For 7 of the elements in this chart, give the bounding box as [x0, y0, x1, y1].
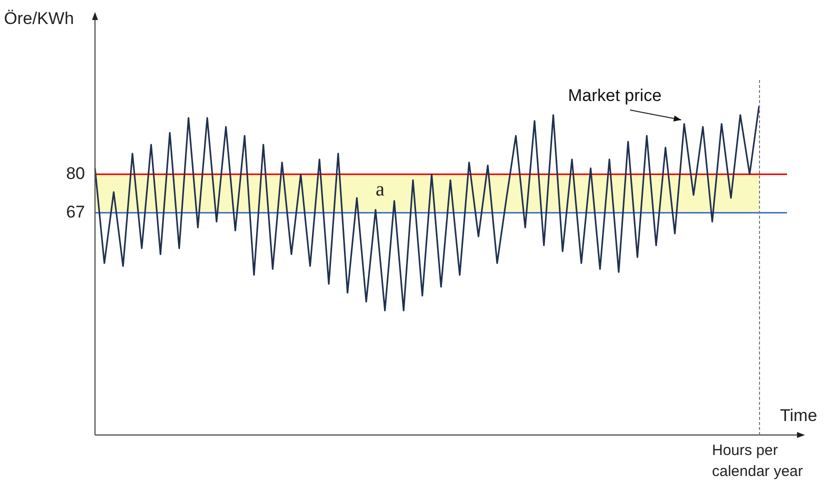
y-axis-title: Öre/KWh — [4, 9, 74, 28]
text: Hours per calendar year — [712, 442, 803, 480]
band-label: a — [376, 178, 385, 201]
y-tick-label: 80 — [66, 164, 85, 183]
x-axis-title: Time — [780, 406, 818, 425]
y-tick-label: 67 — [66, 202, 85, 222]
series-label: Market price — [568, 86, 662, 105]
